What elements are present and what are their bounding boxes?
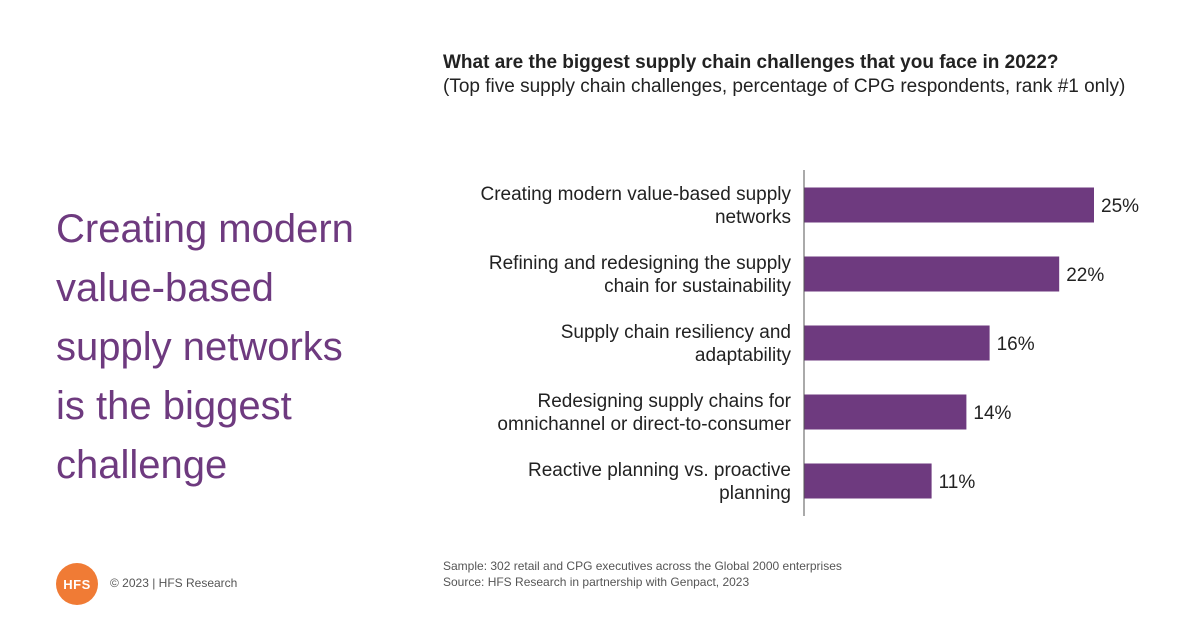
category-label: adaptability <box>695 345 792 366</box>
category-label: omnichannel or direct-to-consumer <box>497 414 791 435</box>
headline-line: supply networks <box>56 325 343 369</box>
copyright-text: © 2023 | HFS Research <box>110 576 238 590</box>
footnote: Sample: 302 retail and CPG executives ac… <box>443 558 842 590</box>
bar <box>804 394 967 430</box>
headline-line: Creating modern <box>56 207 354 251</box>
bar <box>804 256 1060 292</box>
bar <box>804 463 932 499</box>
category-label: Supply chain resiliency and <box>561 322 791 343</box>
hfs-logo: HFS <box>56 563 98 605</box>
chart-title-block: What are the biggest supply chain challe… <box>443 51 1173 99</box>
value-label: 25% <box>1101 196 1139 217</box>
bar <box>804 325 990 361</box>
headline-line: value-based <box>56 266 274 310</box>
category-label: Creating modern value-based supply <box>480 184 791 205</box>
category-label: chain for sustainability <box>604 276 791 297</box>
category-label: Redesigning supply chains for <box>538 391 792 412</box>
value-label: 16% <box>997 334 1035 355</box>
value-label: 14% <box>973 403 1011 424</box>
category-label: planning <box>719 483 791 504</box>
value-label: 11% <box>939 472 976 493</box>
value-label: 22% <box>1066 265 1104 286</box>
chart-title: What are the biggest supply chain challe… <box>443 52 1059 73</box>
category-label: networks <box>715 207 791 228</box>
headline-line: challenge <box>56 443 228 487</box>
bar <box>804 187 1094 223</box>
footnote-source: Source: HFS Research in partnership with… <box>443 575 750 589</box>
category-label: Refining and redesigning the supply <box>489 253 792 274</box>
chart-subtitle: (Top five supply chain challenges, perce… <box>443 76 1126 97</box>
category-label: Reactive planning vs. proactive <box>528 460 791 481</box>
headline-line: is the biggest <box>56 384 292 428</box>
footnote-sample: Sample: 302 retail and CPG executives ac… <box>443 559 842 573</box>
headline: Creating modern value-based supply netwo… <box>56 200 416 495</box>
bars-layer: 25% Creating modern value-based supplynet… <box>480 184 1139 504</box>
